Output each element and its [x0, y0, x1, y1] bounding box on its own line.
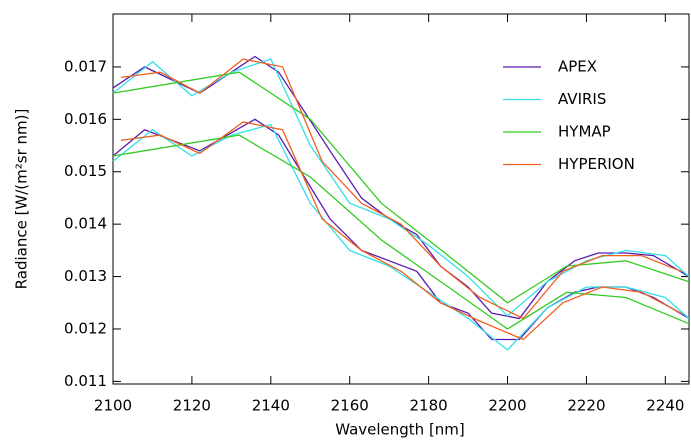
- series-line: [112, 71, 690, 304]
- plot-frame: [112, 13, 690, 385]
- legend-label: APEX: [558, 58, 597, 76]
- series-line: [120, 121, 682, 341]
- x-axis-label: Wavelength [nm]: [335, 421, 465, 439]
- y-tick-label: 0.011: [64, 372, 107, 390]
- series-line: [112, 134, 690, 330]
- x-tick-label: 2220: [567, 397, 605, 415]
- y-tick-label: 0.014: [64, 215, 107, 233]
- x-tick-label: 2160: [331, 397, 369, 415]
- legend-label: HYPERION: [558, 155, 635, 173]
- x-tick-label: 2180: [410, 397, 448, 415]
- x-tick-label: 2240: [646, 397, 684, 415]
- legend-label: AVIRIS: [558, 90, 606, 108]
- y-tick-label: 0.015: [64, 162, 107, 180]
- y-axis-label: Radiance [W/(m²sr nm)]: [13, 109, 31, 290]
- legend-label: HYMAP: [558, 123, 611, 141]
- x-tick-label: 2120: [173, 397, 211, 415]
- x-tick-label: 2100: [94, 397, 132, 415]
- y-tick-label: 0.016: [64, 110, 107, 128]
- y-tick-label: 0.013: [64, 267, 107, 285]
- y-tick-label: 0.017: [64, 57, 107, 75]
- x-tick-label: 2140: [252, 397, 290, 415]
- x-tick-label: 2200: [488, 397, 526, 415]
- y-tick-label: 0.012: [64, 319, 107, 337]
- series-line: [120, 58, 682, 320]
